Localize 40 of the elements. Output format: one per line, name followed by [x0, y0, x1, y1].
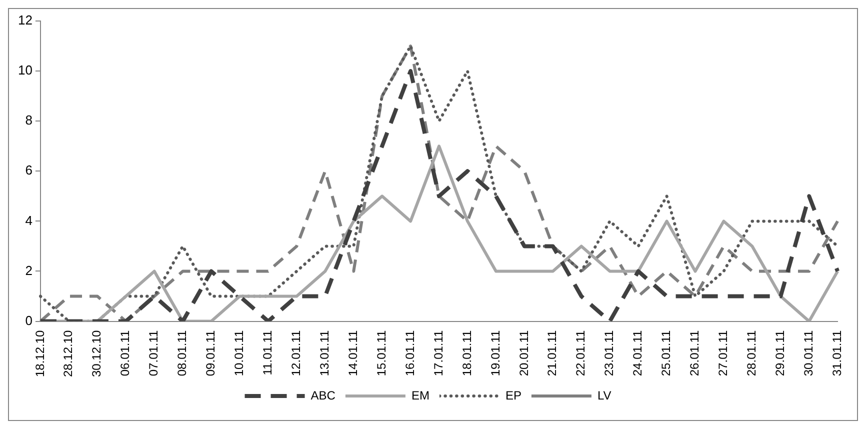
x-tick-label: 06.01.11	[118, 330, 132, 376]
y-tick-label: 0	[25, 312, 32, 328]
x-tick-label: 12.01.11	[288, 330, 303, 376]
x-tick-label: 13.01.11	[317, 330, 332, 376]
y-tick-label: 8	[25, 112, 32, 128]
x-tick-label: 07.01.11	[146, 330, 161, 376]
x-tick-label: 27.01.11	[716, 330, 730, 376]
y-tick-label: 4	[25, 212, 32, 228]
y-tick-label: 2	[25, 262, 32, 278]
x-tick-label: 28.12.10	[61, 330, 76, 378]
y-tick-label: 12	[18, 12, 32, 28]
y-tick-label: 6	[25, 162, 32, 178]
x-tick-label: 22.01.11	[574, 330, 588, 376]
legend-label: EP	[505, 388, 522, 402]
x-tick-label: 16.01.11	[402, 330, 417, 376]
x-tick-label: 20.01.11	[516, 330, 531, 376]
x-tick-label: 24.01.11	[630, 330, 645, 376]
x-tick-label: 10.01.11	[232, 330, 246, 376]
legend-label: LV	[597, 388, 612, 402]
x-tick-label: 29.01.11	[772, 330, 787, 376]
x-tick-label: 19.01.11	[488, 330, 502, 376]
x-tick-label: 31.01.11	[830, 330, 844, 376]
x-tick-label: 30.12.10	[90, 330, 104, 378]
x-tick-label: 23.01.11	[602, 330, 616, 376]
x-tick-label: 17.01.11	[431, 330, 446, 376]
legend-label: EM	[411, 388, 430, 402]
legend-label: ABC	[310, 388, 336, 402]
x-tick-label: 09.01.11	[204, 330, 218, 376]
x-tick-label: 15.01.11	[374, 330, 388, 376]
x-tick-label: 25.01.11	[659, 330, 674, 376]
x-tick-label: 21.01.11	[545, 330, 560, 376]
x-tick-label: 18.12.10	[32, 330, 47, 378]
x-tick-label: 30.01.11	[801, 330, 816, 376]
x-tick-label: 18.01.11	[460, 330, 474, 376]
y-tick-label: 10	[18, 62, 32, 78]
x-tick-label: 11.01.11	[260, 330, 275, 376]
x-tick-label: 26.01.11	[688, 330, 702, 376]
x-tick-label: 14.01.11	[346, 330, 360, 376]
x-tick-label: 28.01.11	[744, 330, 759, 376]
x-tick-label: 08.01.11	[175, 330, 190, 376]
